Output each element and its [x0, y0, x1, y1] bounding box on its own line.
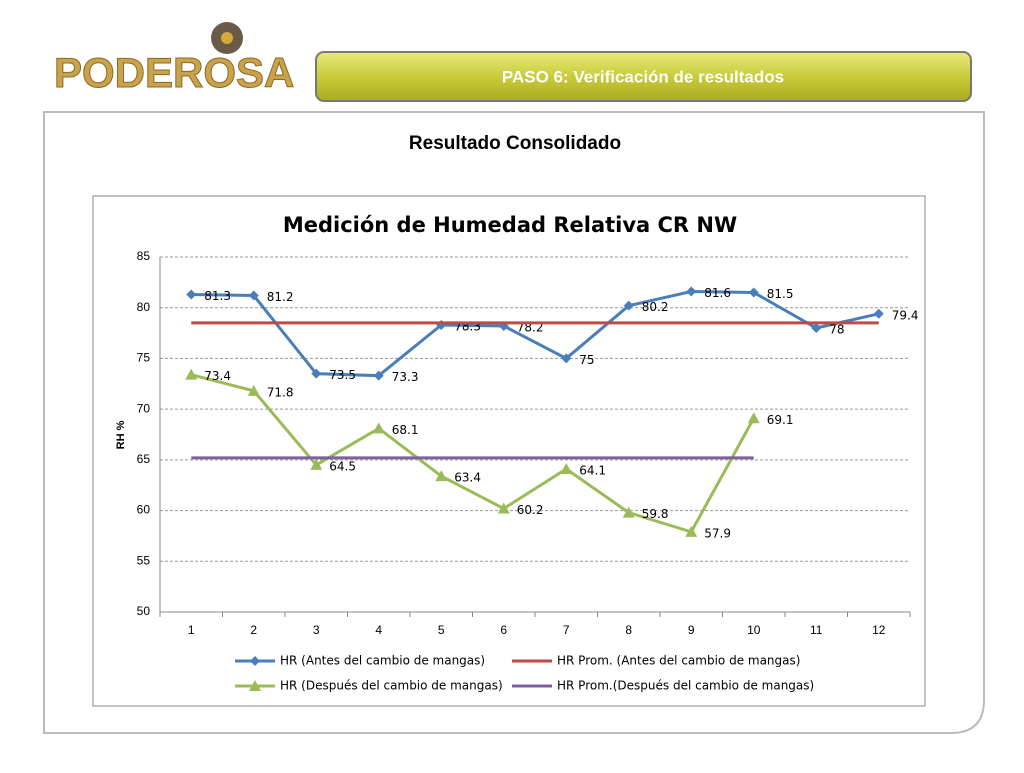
legend-label: HR (Antes del cambio de mangas) [280, 654, 485, 668]
data-label: 73.3 [392, 370, 419, 384]
data-label: 69.1 [767, 413, 794, 427]
point [248, 290, 259, 301]
series-line [190, 373, 756, 534]
x-tick-label: 5 [438, 623, 445, 637]
banner-text: PASO 6: Verificación de resultados [502, 67, 784, 86]
x-tick-label: 6 [500, 623, 507, 637]
chart-frame [92, 195, 926, 707]
logo-dot [221, 32, 233, 44]
series-line [191, 289, 880, 378]
point [747, 412, 760, 424]
y-tick-label: 70 [137, 401, 151, 415]
data-label: 78 [829, 323, 844, 337]
point [373, 370, 384, 381]
point [372, 422, 385, 434]
point [622, 506, 635, 518]
point [310, 458, 323, 470]
x-tick-label: 12 [872, 623, 886, 637]
x-tick-label: 10 [747, 623, 761, 637]
y-tick-label: 75 [137, 351, 151, 365]
point [686, 286, 697, 297]
y-tick-label: 80 [137, 300, 151, 314]
data-label: 64.5 [329, 459, 356, 473]
data-label: 73.5 [329, 368, 356, 382]
point [435, 470, 448, 482]
content-frame [43, 111, 985, 734]
y-axis-label: RH % [115, 420, 127, 449]
data-label: 81.6 [704, 286, 731, 300]
data-label: 64.1 [579, 463, 606, 477]
y-tick-label: 85 [137, 249, 151, 263]
data-label: 63.4 [454, 471, 481, 485]
data-label: 57.9 [704, 526, 731, 540]
legend-marker [249, 680, 261, 691]
heading: Resultado Consolidado [409, 133, 621, 154]
x-tick-label: 2 [250, 623, 257, 637]
data-label: 71.8 [267, 385, 294, 399]
data-label: 80.2 [642, 300, 669, 314]
point [561, 353, 572, 364]
point [185, 368, 198, 380]
x-tick-label: 11 [810, 623, 823, 637]
legend-label: HR Prom. (Antes del cambio de mangas) [557, 654, 800, 668]
y-tick-label: 65 [137, 452, 151, 466]
data-label: 81.2 [267, 290, 294, 304]
data-label: 81.3 [204, 289, 231, 303]
y-tick-label: 60 [137, 503, 151, 517]
data-label: 81.5 [767, 287, 794, 301]
x-tick-label: 4 [375, 623, 382, 637]
data-label: 79.4 [892, 308, 919, 322]
data-label: 73.4 [204, 369, 231, 383]
y-tick-label: 55 [137, 553, 151, 567]
data-label: 68.1 [392, 423, 419, 437]
x-tick-label: 8 [625, 623, 632, 637]
point [247, 384, 260, 396]
x-tick-label: 9 [688, 623, 695, 637]
banner [315, 51, 972, 102]
x-tick-label: 7 [563, 623, 570, 637]
point [623, 300, 634, 311]
x-tick-label: 1 [188, 623, 195, 637]
point [873, 308, 884, 319]
logo-text: PODEROSA [54, 49, 294, 96]
data-label: 59.8 [642, 507, 669, 521]
data-label: 60.2 [517, 503, 544, 517]
legend-label: HR (Después del cambio de mangas) [280, 679, 503, 693]
data-label: 75 [579, 353, 594, 367]
legend-label: HR Prom.(Después del cambio de mangas) [557, 679, 814, 693]
point [560, 462, 573, 474]
point [748, 287, 759, 298]
point [186, 289, 197, 300]
chart-title: Medición de Humedad Relativa CR NW [283, 213, 737, 237]
legend-marker [250, 656, 260, 666]
point [311, 368, 322, 379]
point [685, 525, 698, 537]
x-tick-label: 3 [313, 623, 320, 637]
y-tick-label: 50 [137, 604, 151, 618]
point [811, 323, 822, 333]
point [497, 502, 510, 514]
